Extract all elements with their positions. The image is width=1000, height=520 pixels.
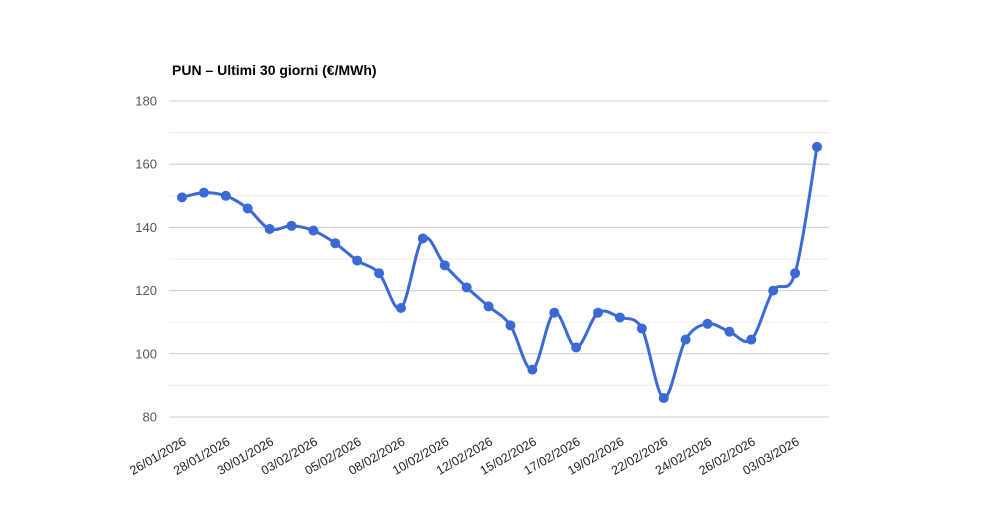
data-point (702, 318, 713, 329)
data-point (308, 225, 319, 236)
data-point (198, 187, 209, 198)
data-point (636, 323, 647, 334)
data-point (768, 285, 779, 296)
data-point (374, 268, 385, 279)
data-point (571, 342, 582, 353)
data-point (505, 320, 516, 331)
data-point (593, 307, 604, 318)
data-point (352, 255, 363, 266)
y-axis-tick-label: 160 (135, 157, 157, 172)
data-point (220, 190, 231, 201)
chart-title: PUN – Ultimi 30 giorni (€/MWh) (172, 62, 377, 78)
data-point (790, 268, 801, 279)
data-point (286, 220, 297, 231)
data-point (549, 307, 560, 318)
data-point (746, 334, 757, 345)
y-axis-tick-label: 180 (135, 94, 157, 109)
data-point (439, 260, 450, 271)
data-point (177, 192, 187, 203)
data-point (461, 282, 472, 293)
data-point (527, 364, 538, 375)
data-point (680, 334, 691, 345)
data-point (417, 233, 428, 244)
data-point (330, 238, 341, 249)
data-point (483, 301, 494, 312)
y-axis-tick-label: 140 (135, 220, 157, 235)
data-point (614, 312, 625, 323)
data-point (812, 141, 822, 152)
data-point (658, 393, 669, 404)
y-axis-tick-label: 120 (135, 283, 157, 298)
series-line (180, 145, 819, 400)
data-point (395, 302, 406, 313)
data-point (242, 203, 253, 214)
data-point (724, 326, 735, 337)
y-axis-tick-label: 80 (143, 410, 157, 425)
data-point (264, 223, 275, 234)
y-axis-tick-label: 100 (135, 346, 157, 361)
